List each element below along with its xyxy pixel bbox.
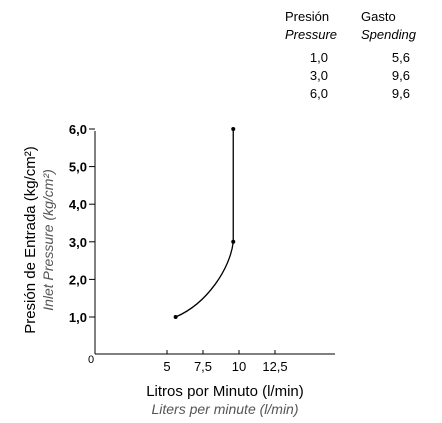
x-tick-label: 5	[163, 359, 170, 374]
series-layer	[173, 127, 236, 319]
y-tick-label: 5,0	[69, 160, 87, 175]
table-col2-header-en: Spending	[361, 27, 417, 42]
y-tick-label: 1,0	[69, 310, 87, 325]
x-axis-title-en: Liters per minute (l/min)	[151, 401, 298, 417]
y-axis-title: Presión de Entrada (kg/cm²)	[22, 146, 39, 334]
x-tick-label: 7,5	[194, 359, 212, 374]
y-tick-label: 6,0	[69, 122, 87, 137]
x-tick-label: 10	[232, 359, 246, 374]
x-tick-label: 0	[88, 354, 94, 366]
table-row-3-pressure: 6,0	[310, 86, 328, 101]
x-ticks: 0 5 7,5 10 12,5	[88, 350, 288, 374]
y-axis-title-en: Inlet Pressure (kg/cm²)	[40, 169, 56, 311]
y-tick-label: 4,0	[69, 197, 87, 212]
x-axis-title: Litros por Minuto (l/min)	[146, 383, 304, 400]
data-table: Presión Gasto Pressure Spending 1,0 5,6 …	[285, 9, 417, 101]
table-row-1-spending: 5,6	[392, 50, 410, 65]
y-tick-label: 3,0	[69, 235, 87, 250]
x-tick-label: 12,5	[262, 359, 287, 374]
table-row-1-pressure: 1,0	[310, 50, 328, 65]
y-tick-label: 2,0	[69, 272, 87, 287]
data-point	[231, 239, 236, 244]
table-col1-header-en: Pressure	[285, 27, 337, 42]
table-row-2-pressure: 3,0	[310, 68, 328, 83]
data-point	[231, 127, 236, 131]
series-line	[175, 129, 234, 318]
table-col2-header: Gasto	[361, 9, 396, 24]
table-row-3-spending: 9,6	[392, 86, 410, 101]
table-col1-header: Presión	[285, 9, 329, 24]
y-ticks: 1,0 2,0 3,0 4,0 5,0 6,0	[69, 122, 95, 325]
data-point	[173, 315, 178, 319]
table-row-2-spending: 9,6	[392, 68, 410, 83]
